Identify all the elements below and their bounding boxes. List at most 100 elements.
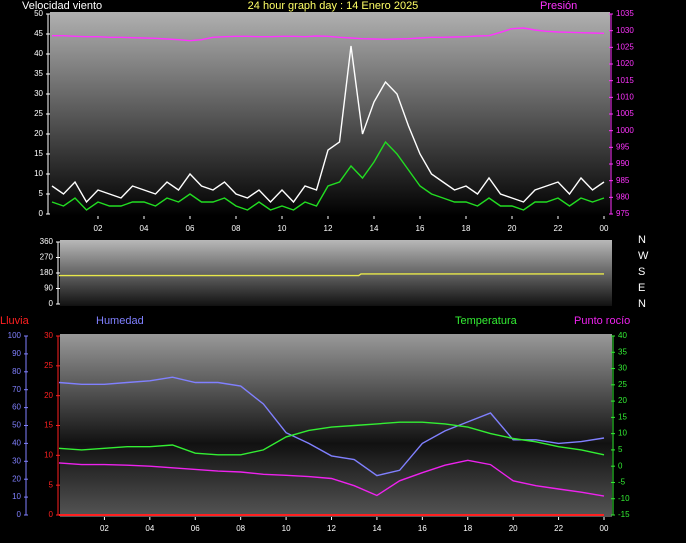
compass-label: E <box>638 282 645 294</box>
x-tick-label: 04 <box>145 524 154 533</box>
y-tick-label: 30 <box>12 456 21 465</box>
y-tick-label: 5 <box>49 480 54 489</box>
compass-label: W <box>638 250 649 262</box>
y-tick-label: 980 <box>616 192 630 201</box>
y-tick-label: 0 <box>49 299 54 308</box>
y-tick-label: 360 <box>40 237 54 246</box>
y-tick-label: 20 <box>618 396 627 405</box>
y-tick-label: 50 <box>12 421 21 430</box>
y-tick-label: 1020 <box>616 59 634 68</box>
series-label: Humedad <box>96 315 144 327</box>
y-tick-label: 25 <box>44 361 53 370</box>
y-tick-label: 990 <box>616 159 630 168</box>
x-tick-label: 00 <box>600 224 609 233</box>
y-tick-label: 40 <box>12 439 21 448</box>
y-tick-label: 90 <box>44 284 53 293</box>
y-tick-label: 60 <box>12 403 21 412</box>
y-tick-label: 30 <box>618 364 627 373</box>
y-tick-label: 10 <box>12 492 21 501</box>
x-tick-label: 00 <box>600 524 609 533</box>
x-tick-label: 16 <box>416 224 425 233</box>
y-tick-label: 1030 <box>616 26 634 35</box>
y-tick-label: 15 <box>618 412 627 421</box>
y-tick-label: 25 <box>34 109 43 118</box>
series-label: Punto rocío <box>574 315 630 327</box>
y-tick-label: 20 <box>12 474 21 483</box>
y-tick-label: 20 <box>34 129 43 138</box>
y-tick-label: 1025 <box>616 42 634 51</box>
y-tick-label: 45 <box>34 29 43 38</box>
y-tick-label: 5 <box>618 445 623 454</box>
y-tick-label: 30 <box>34 89 43 98</box>
y-tick-label: 0 <box>39 209 44 218</box>
y-tick-label: 50 <box>34 9 43 18</box>
y-tick-label: -10 <box>618 494 630 503</box>
series-line <box>59 273 604 277</box>
y-tick-label: 1005 <box>616 109 634 118</box>
chart-title: 24 hour graph day : 14 Enero 2025 <box>248 0 419 12</box>
series-label: Lluvia <box>0 315 30 327</box>
y-tick-label: 995 <box>616 142 630 151</box>
x-tick-label: 06 <box>186 224 195 233</box>
y-tick-label: -5 <box>618 478 626 487</box>
x-tick-label: 12 <box>327 524 336 533</box>
series-label: Presión <box>540 0 577 12</box>
compass-label: N <box>638 298 646 310</box>
series-line <box>51 45 605 204</box>
y-tick-label: 1010 <box>616 92 634 101</box>
y-tick-label: -15 <box>618 510 630 519</box>
y-tick-label: 40 <box>34 49 43 58</box>
y-tick-label: 15 <box>34 149 43 158</box>
y-tick-label: 1000 <box>616 126 634 135</box>
y-tick-label: 10 <box>34 169 43 178</box>
series-line <box>52 27 605 42</box>
x-tick-label: 22 <box>554 524 563 533</box>
y-tick-label: 180 <box>40 268 54 277</box>
compass-label: S <box>638 266 645 278</box>
y-tick-label: 1015 <box>616 76 634 85</box>
x-tick-label: 16 <box>418 524 427 533</box>
x-tick-label: 14 <box>372 524 381 533</box>
compass-label: N <box>638 234 646 246</box>
series-line <box>58 421 605 456</box>
y-tick-label: 975 <box>616 209 630 218</box>
y-tick-label: 40 <box>618 331 627 340</box>
x-tick-label: 22 <box>554 224 563 233</box>
y-tick-label: 35 <box>34 69 43 78</box>
x-tick-label: 08 <box>232 224 241 233</box>
x-tick-label: 12 <box>324 224 333 233</box>
y-tick-label: 0 <box>17 510 22 519</box>
y-tick-label: 0 <box>49 510 54 519</box>
y-tick-label: 35 <box>618 347 627 356</box>
x-tick-label: 10 <box>278 224 287 233</box>
series-label: Temperatura <box>455 315 518 327</box>
y-tick-label: 90 <box>12 349 21 358</box>
y-tick-label: 10 <box>44 450 53 459</box>
x-tick-label: 14 <box>370 224 379 233</box>
y-tick-label: 100 <box>8 331 22 340</box>
y-tick-label: 20 <box>44 391 53 400</box>
x-tick-label: 20 <box>509 524 518 533</box>
x-tick-label: 20 <box>508 224 517 233</box>
y-tick-label: 70 <box>12 385 21 394</box>
x-tick-label: 10 <box>282 524 291 533</box>
series-line <box>58 376 605 477</box>
y-tick-label: 0 <box>618 461 623 470</box>
x-tick-label: 02 <box>100 524 109 533</box>
y-tick-label: 30 <box>44 331 53 340</box>
y-tick-label: 5 <box>39 189 44 198</box>
x-tick-label: 04 <box>140 224 149 233</box>
x-tick-label: 02 <box>94 224 103 233</box>
y-tick-label: 1035 <box>616 9 634 18</box>
x-tick-label: 06 <box>191 524 200 533</box>
y-tick-label: 80 <box>12 367 21 376</box>
y-tick-label: 985 <box>616 176 630 185</box>
y-tick-label: 15 <box>44 421 53 430</box>
y-tick-label: 25 <box>618 380 627 389</box>
plot-area <box>60 334 612 517</box>
x-tick-label: 18 <box>463 524 472 533</box>
x-tick-label: 08 <box>236 524 245 533</box>
plot-area <box>50 12 610 216</box>
series-label: Velocidad viento <box>22 0 102 12</box>
